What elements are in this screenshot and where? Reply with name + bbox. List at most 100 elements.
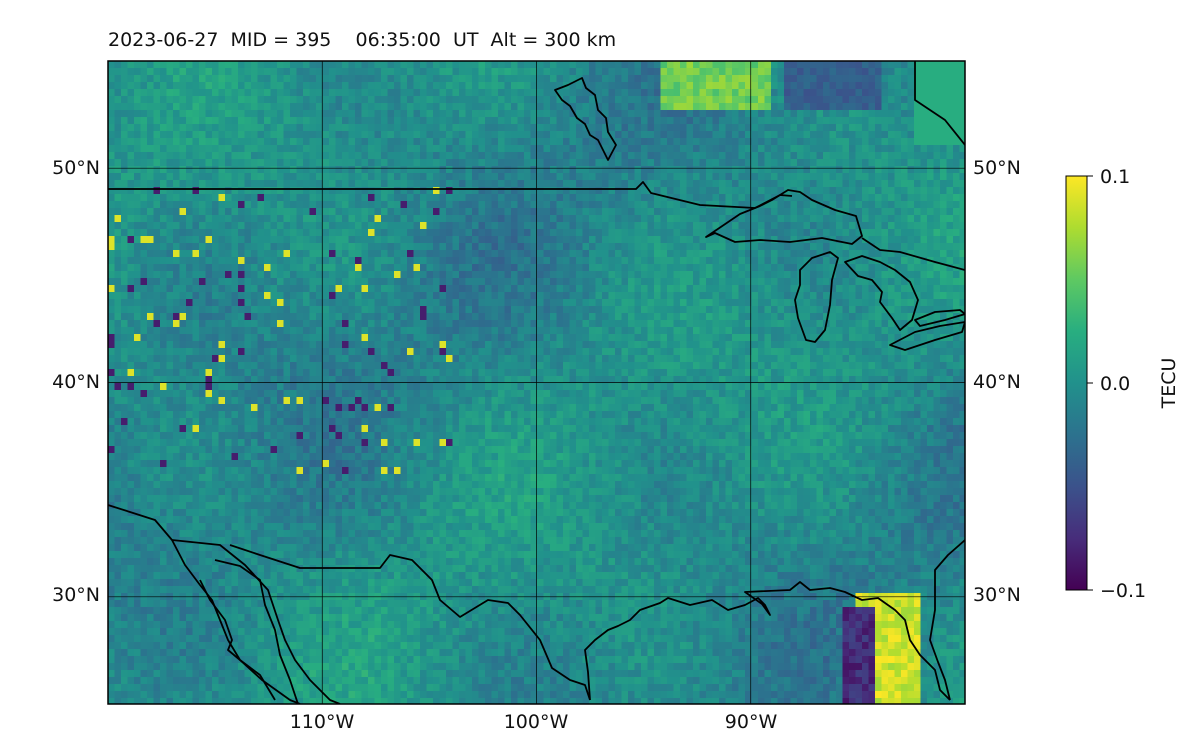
tec-cell: [673, 257, 681, 265]
tec-cell: [719, 320, 727, 328]
tec-cell: [108, 250, 116, 258]
tec-cell: [465, 299, 473, 307]
tec-cell: [576, 61, 584, 69]
tec-cell: [530, 159, 538, 167]
tec-cell: [875, 201, 883, 209]
tec-cell: [504, 145, 512, 153]
tec-cell: [764, 117, 772, 125]
tec-cell: [829, 173, 837, 181]
tec-cell: [790, 306, 798, 314]
tec-cell: [192, 89, 200, 97]
tec-cell: [218, 159, 226, 167]
tec-cell: [387, 306, 395, 314]
tec-cell: [732, 243, 740, 251]
tec-cell: [329, 159, 337, 167]
tec-cell: [472, 166, 480, 174]
tec-cell: [881, 166, 889, 174]
tec-cell: [836, 187, 844, 195]
tec-cell: [316, 75, 324, 83]
tec-cell: [959, 243, 965, 251]
tec-cell: [589, 75, 597, 83]
tec-cell: [316, 166, 324, 174]
tec-cell: [199, 299, 207, 307]
tec-cell: [348, 173, 356, 181]
tec-cell: [810, 61, 818, 69]
tec-cell: [719, 110, 727, 118]
tec-cell: [413, 208, 421, 216]
tec-cell: [823, 215, 831, 223]
tec-cell: [790, 180, 798, 188]
tec-cell: [446, 159, 454, 167]
tec-cell: [582, 313, 590, 321]
tec-cell: [686, 271, 694, 279]
tec-cell: [511, 61, 519, 69]
tec-cell: [478, 222, 486, 230]
tec-cell: [524, 61, 532, 69]
tec-cell: [342, 250, 350, 258]
tec-cell: [914, 236, 922, 244]
tec-cell: [576, 215, 584, 223]
tec-cell: [699, 299, 707, 307]
tec-cell: [413, 264, 421, 272]
tec-cell: [868, 124, 876, 132]
tec-cell: [686, 243, 694, 251]
tec-cell: [329, 103, 337, 111]
tec-cell: [829, 96, 837, 104]
tec-cell: [511, 103, 519, 111]
tec-cell: [901, 145, 909, 153]
tec-cell: [231, 89, 239, 97]
tec-cell: [836, 145, 844, 153]
tec-cell: [290, 201, 298, 209]
tec-cell: [621, 124, 629, 132]
tec-cell: [660, 152, 668, 160]
tec-cell: [407, 61, 415, 69]
tec-cell: [186, 131, 194, 139]
tec-cell: [537, 124, 545, 132]
tec-cell: [433, 313, 441, 321]
tec-cell: [823, 271, 831, 279]
tec-cell: [784, 82, 792, 90]
tec-cell: [283, 208, 291, 216]
tec-cell: [823, 110, 831, 118]
tec-cell: [953, 257, 961, 265]
tec-cell: [608, 61, 616, 69]
tec-cell: [179, 299, 187, 307]
tec-cell: [394, 124, 402, 132]
tec-cell: [413, 306, 421, 314]
tec-cell: [868, 173, 876, 181]
tec-cell: [231, 131, 239, 139]
tec-cell: [459, 124, 467, 132]
tec-cell: [641, 285, 649, 293]
tec-cell: [660, 299, 668, 307]
tec-cell: [147, 75, 155, 83]
tec-cell: [212, 82, 220, 90]
tec-cell: [355, 117, 363, 125]
tec-cell: [452, 201, 460, 209]
tec-cell: [524, 222, 532, 230]
tec-cell: [413, 250, 421, 258]
tec-cell: [699, 82, 707, 90]
tec-cell: [615, 243, 623, 251]
tec-cell: [218, 145, 226, 153]
tec-cell: [225, 299, 233, 307]
tec-cell: [797, 173, 805, 181]
tec-cell: [290, 292, 298, 300]
tec-cell: [498, 103, 506, 111]
tec-cell: [810, 103, 818, 111]
tec-cell: [836, 159, 844, 167]
tec-cell: [608, 243, 616, 251]
tec-cell: [602, 271, 610, 279]
tec-cell: [543, 159, 551, 167]
tec-cell: [595, 285, 603, 293]
tec-cell: [686, 257, 694, 265]
tec-cell: [127, 173, 135, 181]
tec-cell: [290, 82, 298, 90]
tec-cell: [452, 285, 460, 293]
tec-cell: [478, 82, 486, 90]
tec-cell: [673, 236, 681, 244]
tec-cell: [290, 285, 298, 293]
tec-cell: [745, 152, 753, 160]
tec-cell: [465, 187, 473, 195]
tec-cell: [693, 124, 701, 132]
tec-cell: [816, 194, 824, 202]
